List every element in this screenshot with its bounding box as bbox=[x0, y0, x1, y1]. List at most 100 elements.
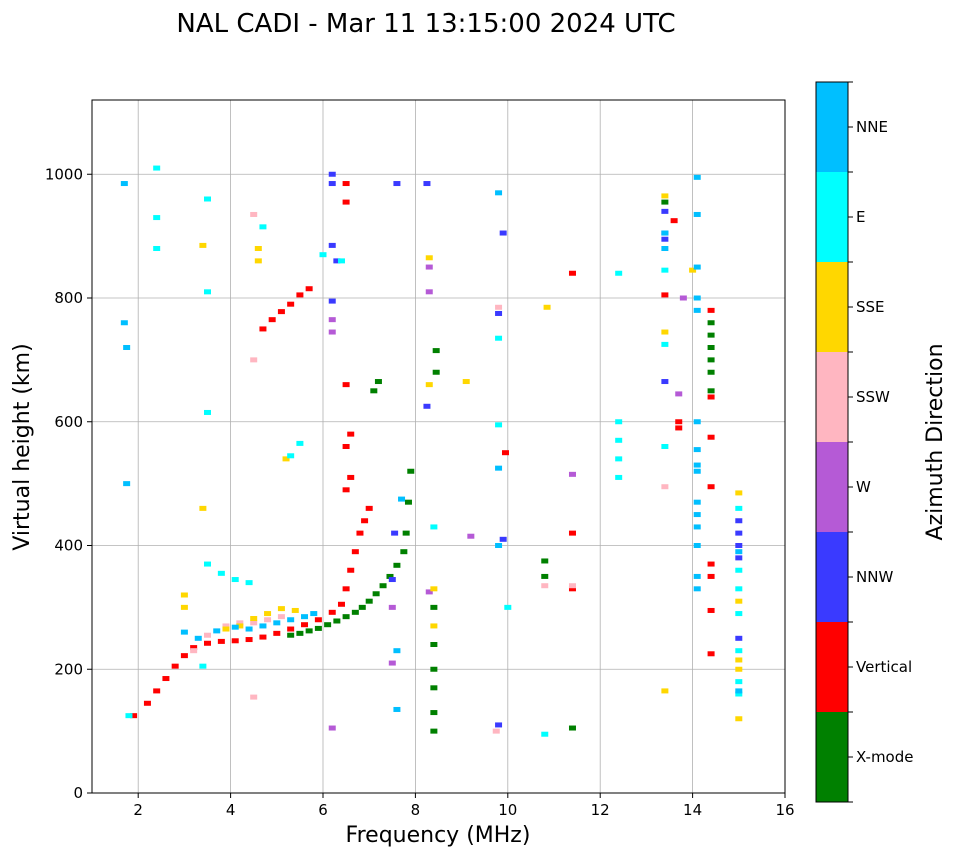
data-point bbox=[735, 555, 743, 561]
x-axis-label: Frequency (MHz) bbox=[346, 823, 531, 848]
data-point bbox=[393, 562, 401, 568]
data-point bbox=[259, 224, 267, 230]
data-point bbox=[693, 174, 701, 180]
plot-frame bbox=[91, 99, 786, 794]
data-point bbox=[568, 586, 576, 592]
data-point bbox=[679, 295, 687, 301]
data-point bbox=[180, 604, 188, 610]
data-point bbox=[404, 499, 412, 505]
data-point bbox=[568, 471, 576, 477]
data-point bbox=[277, 606, 285, 612]
data-point bbox=[199, 242, 207, 248]
data-point bbox=[342, 382, 350, 388]
data-point bbox=[199, 663, 207, 669]
y-tick-label: 200 bbox=[54, 660, 83, 678]
x-tick-label: 16 bbox=[775, 801, 794, 819]
data-point bbox=[735, 549, 743, 555]
data-point bbox=[735, 635, 743, 641]
data-point bbox=[735, 490, 743, 496]
data-point bbox=[287, 617, 295, 623]
data-point bbox=[287, 632, 295, 638]
data-point bbox=[425, 589, 433, 595]
data-point bbox=[231, 638, 239, 644]
colorbar-label: X-mode bbox=[856, 748, 913, 766]
data-point bbox=[495, 310, 503, 316]
data-point bbox=[328, 298, 336, 304]
data-point bbox=[398, 496, 406, 502]
data-point bbox=[735, 657, 743, 663]
data-point bbox=[675, 425, 683, 431]
colorbar-segment bbox=[816, 712, 848, 802]
grid-lines bbox=[92, 100, 785, 793]
data-point bbox=[541, 731, 549, 737]
data-point bbox=[282, 456, 290, 462]
data-point bbox=[374, 379, 382, 385]
series-sse bbox=[180, 193, 743, 722]
data-point bbox=[661, 199, 669, 205]
data-point bbox=[190, 648, 198, 654]
data-point bbox=[499, 230, 507, 236]
data-point bbox=[661, 292, 669, 298]
data-point bbox=[222, 626, 230, 632]
colorbar-segment bbox=[816, 622, 848, 712]
data-point bbox=[314, 625, 322, 631]
data-point bbox=[693, 524, 701, 530]
data-point bbox=[693, 307, 701, 313]
data-point bbox=[391, 530, 399, 536]
data-point bbox=[296, 440, 304, 446]
data-marks bbox=[120, 165, 743, 737]
data-point bbox=[342, 199, 350, 205]
data-point bbox=[296, 630, 304, 636]
data-point bbox=[254, 246, 262, 251]
data-point bbox=[259, 634, 267, 640]
data-point bbox=[568, 725, 576, 731]
data-point bbox=[245, 580, 253, 586]
data-point bbox=[337, 258, 345, 264]
data-point bbox=[693, 419, 701, 425]
data-point bbox=[693, 295, 701, 301]
data-point bbox=[250, 357, 258, 363]
y-tick-label: 800 bbox=[54, 289, 83, 307]
data-point bbox=[301, 614, 309, 620]
data-point bbox=[504, 604, 512, 610]
data-point bbox=[568, 270, 576, 276]
data-point bbox=[296, 292, 304, 298]
data-point bbox=[347, 567, 355, 573]
data-point bbox=[314, 617, 322, 623]
data-point bbox=[123, 345, 131, 350]
data-point bbox=[250, 211, 258, 217]
data-point bbox=[495, 465, 503, 471]
data-point bbox=[204, 561, 211, 567]
data-point bbox=[342, 614, 350, 620]
data-point bbox=[180, 629, 188, 635]
data-point bbox=[615, 419, 623, 425]
data-point bbox=[393, 648, 401, 654]
data-point bbox=[543, 304, 551, 310]
data-point bbox=[337, 601, 345, 607]
data-point bbox=[707, 484, 715, 490]
data-point bbox=[430, 710, 438, 716]
data-point bbox=[319, 252, 327, 258]
data-point bbox=[693, 543, 701, 548]
data-point bbox=[423, 403, 431, 409]
data-point bbox=[379, 583, 387, 589]
data-point bbox=[120, 181, 128, 187]
series-ssw bbox=[190, 211, 669, 734]
data-point bbox=[735, 716, 743, 722]
data-point bbox=[301, 622, 309, 628]
data-point bbox=[407, 468, 415, 474]
data-point bbox=[393, 706, 401, 712]
x-tick-label: 2 bbox=[133, 801, 143, 819]
data-point bbox=[204, 632, 211, 638]
colorbar-label: SSW bbox=[856, 388, 890, 406]
data-point bbox=[661, 329, 669, 335]
series-x-mode bbox=[287, 199, 715, 734]
data-point bbox=[358, 604, 366, 610]
data-point bbox=[328, 242, 336, 248]
data-point bbox=[568, 530, 576, 536]
colorbar-label: NNE bbox=[856, 118, 888, 136]
data-point bbox=[250, 616, 258, 622]
data-point bbox=[693, 586, 701, 592]
data-point bbox=[342, 586, 350, 592]
data-point bbox=[707, 369, 715, 375]
